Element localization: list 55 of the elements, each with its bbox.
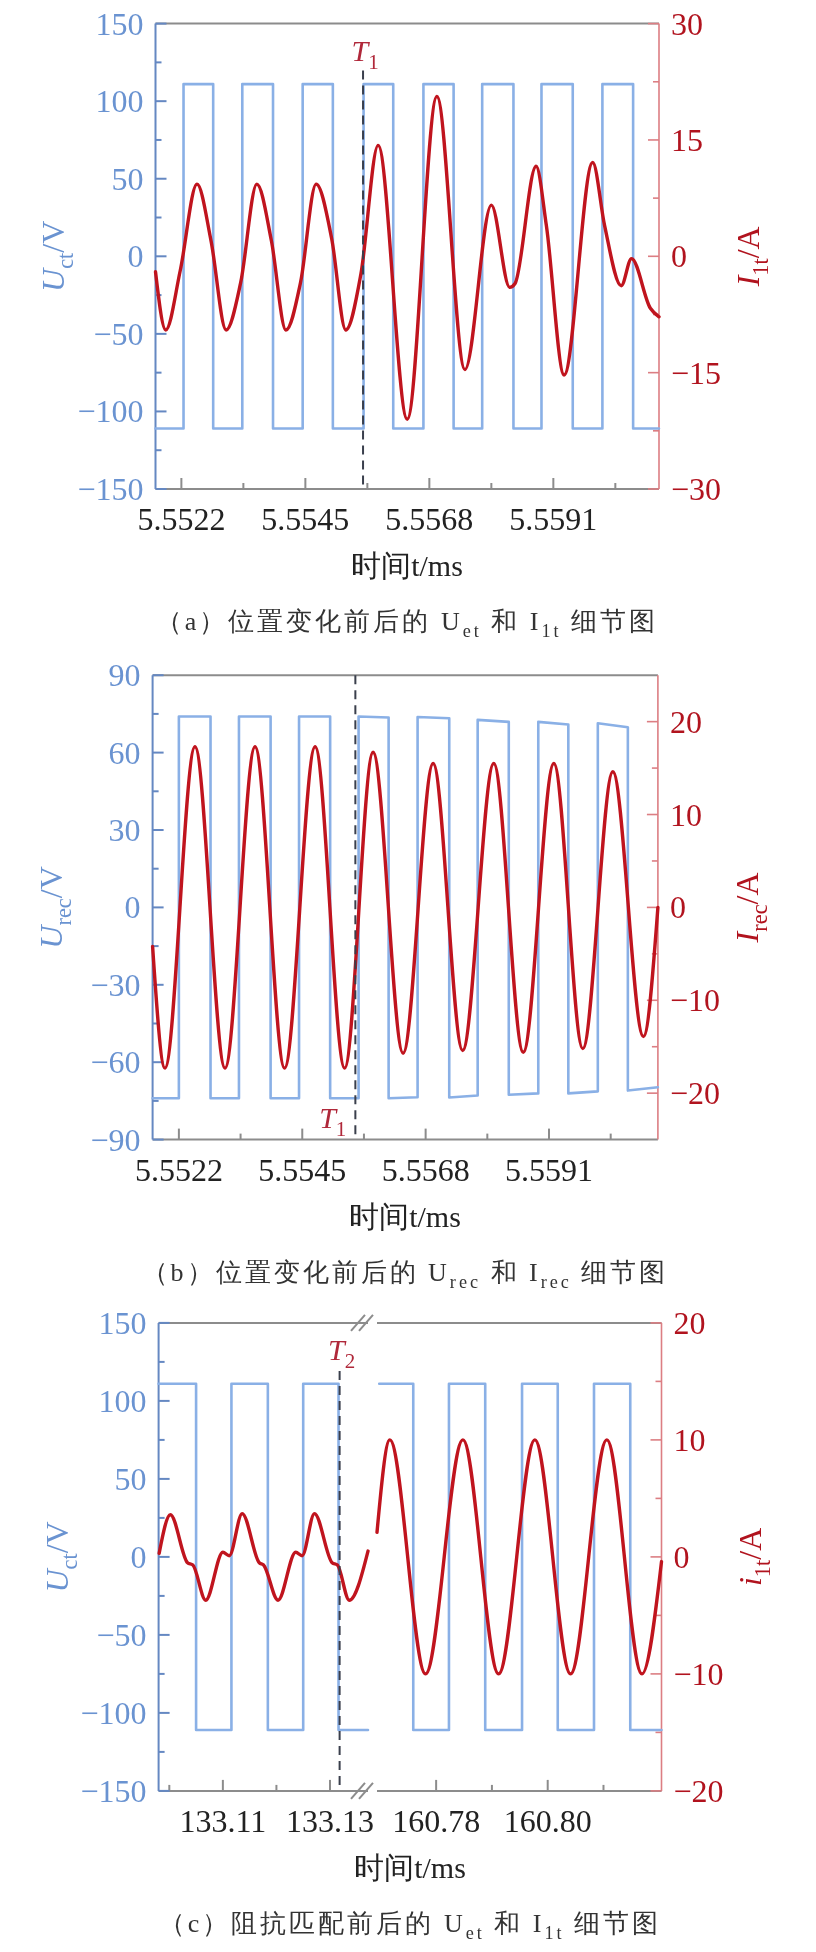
y2-tick-label: 10 — [669, 796, 702, 833]
line-series — [375, 1438, 664, 1676]
y2-tick-label: 30 — [671, 5, 703, 42]
x-tick-label: 5.5591 — [505, 1151, 594, 1188]
y2-tick-label: 15 — [671, 121, 703, 158]
y-tick-label: −50 — [93, 315, 144, 352]
text: （c）阻抗匹配前后的 U$_{et}$ 和 I$_{1t}$ 细节图 — [158, 1908, 662, 1943]
y2-tick-label: 0 — [671, 238, 687, 275]
x-tick-label: 5.5545 — [258, 1151, 347, 1188]
x-axis-title: 时间t/ms — [351, 548, 463, 582]
ref-line-label: T$_{2}$ — [328, 1332, 356, 1373]
y-tick-label: 150 — [95, 5, 144, 42]
text: （a）位置变化前后的 U$_{et}$ 和 I$_{1t}$ 细节图 — [155, 606, 659, 641]
y-tick-label: −60 — [90, 1044, 141, 1081]
y2-tick-label: −10 — [669, 982, 720, 1019]
x-tick-label: 5.5568 — [381, 1151, 470, 1188]
y2-tick-label: −15 — [671, 354, 722, 391]
x-axis-title: 时间t/ms — [354, 1850, 466, 1884]
y-tick-label: 0 — [124, 889, 141, 926]
y2-tick-label: 20 — [669, 703, 702, 740]
ref-line-label: T$_{1}$ — [319, 1100, 347, 1141]
x-axis-title: 时间t/ms — [349, 1199, 461, 1233]
y2-tick-label: 0 — [673, 1538, 690, 1575]
y-tick-label: −30 — [90, 966, 141, 1003]
x-tick-label: 160.78 — [392, 1802, 481, 1839]
x-tick-label: 5.5568 — [385, 501, 474, 537]
y-tick-label: 50 — [111, 160, 144, 197]
y-tick-label: 0 — [127, 238, 144, 275]
y2-tick-label: 10 — [673, 1421, 706, 1458]
text: （b）位置变化前后的 U$_{rec}$ 和 I$_{rec}$ 细节图 — [141, 1257, 669, 1292]
x-tick-label: 5.5545 — [261, 501, 350, 537]
x-tick-label: 160.80 — [503, 1802, 592, 1839]
y-tick-label: 150 — [98, 1304, 147, 1341]
y-tick-label: −100 — [77, 393, 144, 430]
y-tick-label: −50 — [96, 1616, 147, 1653]
y-tick-label: 60 — [108, 734, 141, 771]
y-tick-label: −100 — [80, 1694, 147, 1731]
y-tick-label: 100 — [95, 83, 144, 120]
y2-tick-label: 20 — [673, 1304, 706, 1341]
y-tick-label: −150 — [80, 1772, 147, 1809]
y-tick-label: 50 — [114, 1460, 147, 1497]
y-tick-label: 100 — [98, 1382, 147, 1419]
x-tick-label: 5.5591 — [509, 501, 598, 537]
y2-tick-label: −20 — [673, 1772, 724, 1809]
x-tick-label: 133.13 — [285, 1802, 374, 1839]
y2-tick-label: −20 — [669, 1075, 720, 1112]
line-series — [150, 745, 660, 1070]
x-tick-label: 133.11 — [179, 1802, 267, 1839]
y-tick-label: 30 — [108, 812, 141, 848]
y-tick-label: 0 — [130, 1538, 147, 1575]
y-tick-label: 90 — [108, 657, 141, 694]
y2-tick-label: −30 — [671, 471, 722, 507]
ref-line-label: T$_{1}$ — [351, 33, 379, 74]
y2-tick-label: 0 — [669, 889, 686, 926]
y2-tick-label: −10 — [673, 1655, 724, 1692]
